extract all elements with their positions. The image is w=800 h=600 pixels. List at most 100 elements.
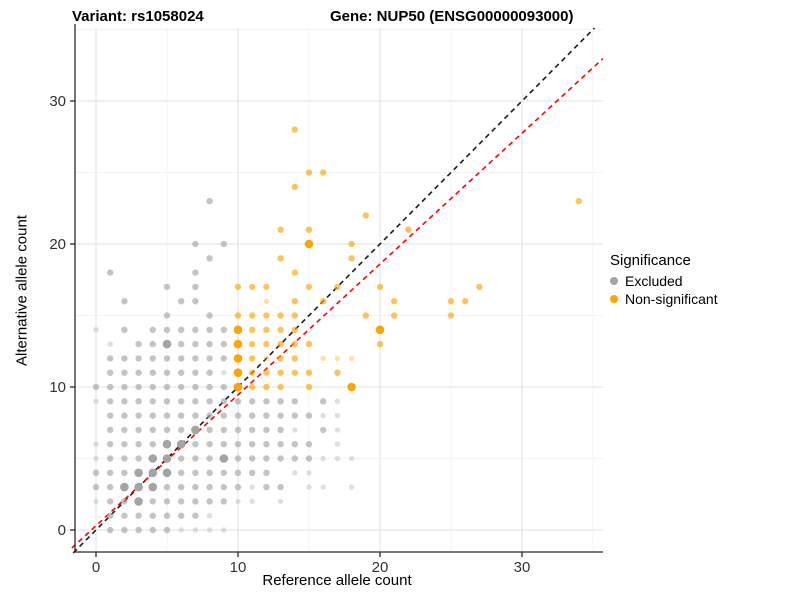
- data-point-excluded: [162, 454, 172, 463]
- data-point-excluded: [178, 426, 185, 434]
- data-point-excluded: [192, 283, 199, 291]
- data-point-non-significant: [249, 312, 256, 319]
- data-point-excluded: [220, 441, 227, 448]
- legend-title: Significance: [610, 252, 691, 269]
- data-point-excluded: [107, 512, 114, 519]
- data-point-non-significant: [305, 283, 313, 291]
- data-point-excluded: [234, 441, 242, 448]
- data-point-excluded: [219, 454, 229, 463]
- data-point-excluded: [107, 441, 114, 448]
- data-point-excluded: [305, 455, 313, 462]
- data-point-excluded: [334, 455, 341, 462]
- data-point-non-significant: [348, 355, 355, 362]
- data-point-excluded: [277, 498, 284, 505]
- y-tick-label: 20: [49, 236, 66, 253]
- legend-label-non-significant: Non-significant: [625, 291, 718, 307]
- data-point-excluded: [220, 355, 227, 362]
- data-point-excluded: [107, 526, 114, 534]
- data-point-excluded: [93, 441, 99, 447]
- data-point-excluded: [121, 441, 128, 448]
- data-point-non-significant: [334, 355, 341, 362]
- data-point-non-significant: [277, 383, 284, 391]
- data-point-excluded: [206, 398, 213, 405]
- data-point-excluded: [263, 398, 270, 405]
- data-point-excluded: [92, 469, 100, 476]
- data-point-non-significant: [291, 126, 298, 133]
- data-point-excluded: [206, 527, 213, 533]
- data-point-excluded: [291, 455, 298, 462]
- non-significant-dot-icon: [610, 295, 618, 303]
- legend-item-excluded: Excluded: [610, 272, 718, 290]
- data-point-excluded: [277, 398, 284, 405]
- data-point-excluded: [234, 483, 242, 491]
- data-point-excluded: [135, 369, 142, 376]
- data-point-excluded: [263, 455, 270, 462]
- data-point-excluded: [135, 355, 142, 362]
- data-point-non-significant: [277, 369, 284, 376]
- data-point-excluded: [135, 512, 142, 519]
- data-point-non-significant: [249, 355, 256, 362]
- plot-title-gene: Gene: NUP50 (ENSG00000093000): [330, 8, 574, 25]
- data-point-excluded: [135, 426, 142, 434]
- data-point-excluded: [334, 412, 341, 419]
- data-point-excluded: [178, 512, 185, 519]
- data-point-excluded: [192, 340, 199, 348]
- data-point-non-significant: [305, 169, 313, 176]
- data-point-excluded: [178, 369, 185, 376]
- data-point-excluded: [206, 483, 213, 491]
- x-tick-label: 10: [230, 559, 247, 576]
- data-point-excluded: [234, 426, 242, 434]
- data-point-non-significant: [320, 355, 326, 362]
- data-point-excluded: [206, 355, 213, 362]
- data-point-non-significant: [348, 240, 355, 248]
- data-point-excluded: [163, 312, 171, 319]
- data-point-excluded: [163, 483, 171, 491]
- data-point-non-significant: [305, 383, 313, 391]
- data-point-non-significant: [391, 298, 398, 305]
- data-point-non-significant: [462, 298, 469, 305]
- data-point-non-significant: [263, 383, 270, 391]
- data-point-excluded: [162, 468, 172, 478]
- x-tick-label: 0: [92, 559, 100, 576]
- data-point-non-significant: [233, 354, 243, 363]
- data-point-excluded: [292, 470, 298, 476]
- data-point-excluded: [334, 398, 341, 404]
- data-point-non-significant: [405, 226, 412, 233]
- data-point-excluded: [107, 469, 114, 476]
- data-point-excluded: [107, 455, 114, 462]
- y-tick-label: 10: [49, 379, 66, 396]
- data-point-excluded: [107, 341, 113, 347]
- data-point-non-significant: [277, 326, 284, 333]
- data-point-excluded: [192, 240, 199, 248]
- data-point-excluded: [192, 455, 199, 462]
- data-point-excluded: [92, 483, 100, 491]
- legend-label-excluded: Excluded: [625, 273, 683, 289]
- data-point-excluded: [348, 455, 355, 462]
- data-point-excluded: [334, 427, 341, 433]
- data-point-excluded: [249, 426, 256, 434]
- data-point-excluded: [135, 398, 142, 405]
- data-point-excluded: [192, 355, 199, 362]
- data-point-excluded: [149, 326, 156, 333]
- data-point-excluded: [121, 512, 128, 519]
- data-point-excluded: [121, 383, 128, 391]
- data-point-excluded: [178, 483, 185, 491]
- data-point-non-significant: [291, 183, 298, 190]
- y-axis-title: Alternative allele count: [13, 215, 31, 366]
- data-point-excluded: [178, 355, 185, 362]
- data-point-non-significant: [447, 298, 455, 305]
- data-point-excluded: [192, 269, 199, 276]
- data-point-excluded: [263, 441, 270, 448]
- data-point-excluded: [178, 326, 185, 333]
- data-point-non-significant: [376, 340, 384, 348]
- data-point-excluded: [305, 441, 313, 448]
- data-point-excluded: [93, 398, 99, 404]
- data-point-excluded: [178, 298, 185, 305]
- data-point-non-significant: [249, 283, 256, 291]
- data-point-non-significant: [263, 312, 270, 319]
- data-point-excluded: [121, 298, 128, 305]
- data-point-excluded: [178, 469, 185, 476]
- data-point-non-significant: [320, 298, 327, 305]
